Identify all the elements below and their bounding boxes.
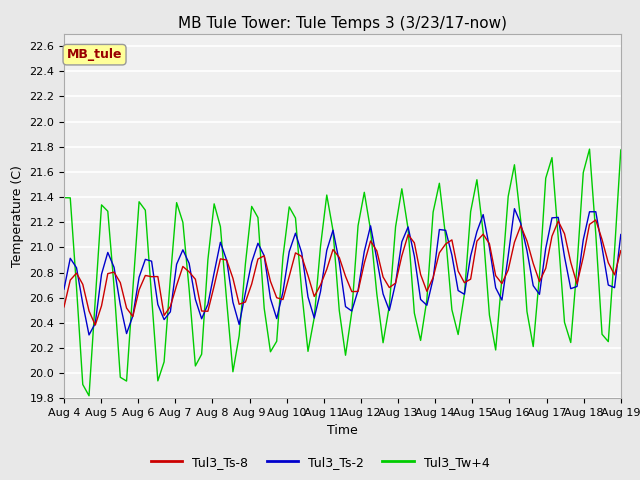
Tul3_Tw+4	[454, 332, 462, 337]
Tul3_Tw+4	[85, 393, 93, 399]
Line: Tul3_Ts-2: Tul3_Ts-2	[64, 209, 621, 335]
Legend: Tul3_Ts-8, Tul3_Ts-2, Tul3_Tw+4: Tul3_Ts-8, Tul3_Ts-2, Tul3_Tw+4	[145, 451, 495, 474]
Tul3_Tw+4	[617, 147, 625, 153]
Tul3_Ts-2	[85, 332, 93, 338]
Tul3_Ts-2	[454, 288, 462, 293]
Text: MB_tule: MB_tule	[67, 48, 122, 61]
Tul3_Ts-8	[604, 260, 612, 265]
X-axis label: Time: Time	[327, 424, 358, 437]
Tul3_Ts-8	[236, 301, 243, 307]
Title: MB Tule Tower: Tule Temps 3 (3/23/17-now): MB Tule Tower: Tule Temps 3 (3/23/17-now…	[178, 16, 507, 31]
Line: Tul3_Tw+4: Tul3_Tw+4	[64, 149, 621, 396]
Tul3_Ts-8	[529, 261, 537, 266]
Tul3_Ts-2	[617, 232, 625, 238]
Tul3_Ts-8	[60, 304, 68, 310]
Tul3_Ts-8	[454, 268, 462, 274]
Tul3_Tw+4	[141, 207, 149, 213]
Tul3_Tw+4	[60, 195, 68, 201]
Tul3_Ts-8	[141, 273, 149, 278]
Tul3_Ts-2	[141, 256, 149, 262]
Tul3_Tw+4	[529, 344, 537, 349]
Tul3_Ts-2	[60, 286, 68, 292]
Tul3_Ts-8	[92, 322, 99, 328]
Tul3_Ts-2	[548, 215, 556, 221]
Tul3_Ts-8	[617, 248, 625, 253]
Tul3_Ts-8	[592, 217, 600, 223]
Tul3_Ts-2	[536, 291, 543, 297]
Tul3_Tw+4	[236, 333, 243, 338]
Tul3_Tw+4	[542, 175, 550, 181]
Line: Tul3_Ts-8: Tul3_Ts-8	[64, 220, 621, 325]
Tul3_Tw+4	[604, 339, 612, 345]
Tul3_Ts-2	[604, 282, 612, 288]
Tul3_Ts-8	[542, 265, 550, 271]
Tul3_Ts-2	[236, 322, 243, 327]
Tul3_Tw+4	[586, 146, 593, 152]
Tul3_Ts-2	[511, 206, 518, 212]
Y-axis label: Temperature (C): Temperature (C)	[11, 165, 24, 267]
